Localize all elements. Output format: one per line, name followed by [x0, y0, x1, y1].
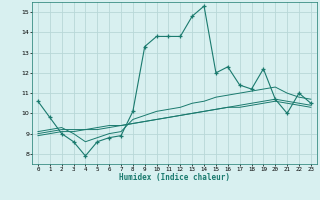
X-axis label: Humidex (Indice chaleur): Humidex (Indice chaleur) — [119, 173, 230, 182]
